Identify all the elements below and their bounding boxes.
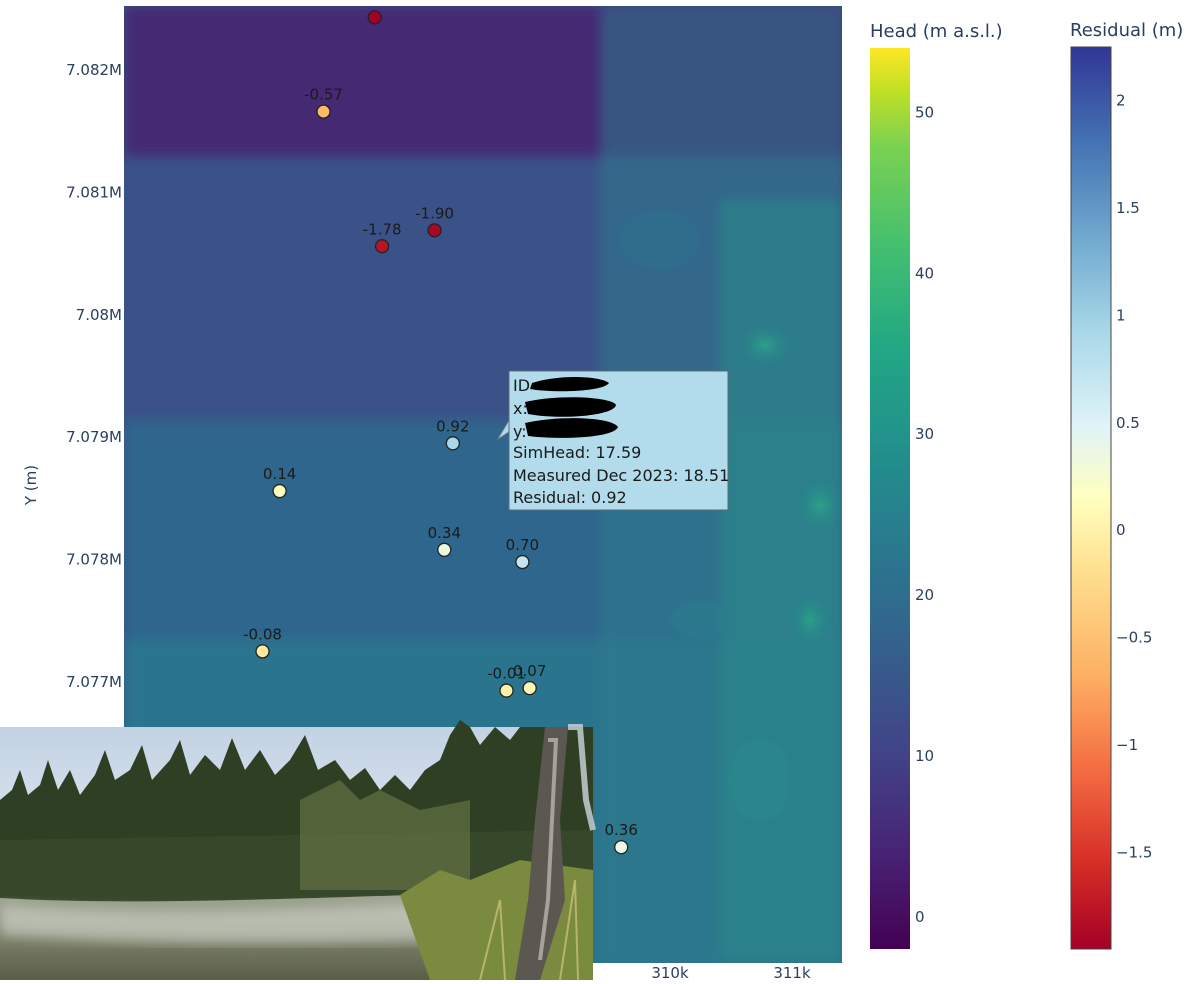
- head-colorbar-tick: 40: [915, 264, 934, 282]
- well-marker: [445, 436, 460, 451]
- heatmap-hill: [794, 475, 842, 535]
- well-residual-label: -0.01: [487, 665, 526, 683]
- head-colorbar-tick: 30: [915, 425, 934, 443]
- tooltip-residual: Residual: 0.92: [513, 488, 627, 507]
- head-colorbar-title: Head (m a.s.l.): [870, 21, 1003, 42]
- well-residual-label: 0.70: [506, 536, 539, 554]
- residual-colorbar-ticks: 2 1.5 1 0.5 0 −0.5 −1 −1.5: [1116, 92, 1152, 862]
- head-colorbar-tick: 20: [915, 586, 934, 604]
- y-axis-title: Y (m): [22, 465, 40, 506]
- well-residual-label: -0.08: [243, 625, 282, 643]
- well-marker: [614, 840, 629, 855]
- well-marker: [374, 239, 390, 254]
- heatmap-hill: [730, 740, 790, 820]
- head-colorbar-gradient: [870, 48, 910, 949]
- head-colorbar: Head (m a.s.l.) 0 10 20 30 40 50: [870, 21, 1003, 949]
- tooltip-id-label: ID: [513, 376, 530, 395]
- heatmap-east-high: [720, 200, 842, 960]
- well-marker: [255, 644, 270, 659]
- head-colorbar-tick: 10: [915, 747, 934, 765]
- forest-pond-photo: [0, 720, 596, 981]
- photo-reeds: [400, 860, 593, 980]
- y-tick-label: 7.082M: [66, 61, 122, 79]
- residual-colorbar-gradient: [1070, 46, 1112, 950]
- well-marker: [367, 10, 382, 25]
- y-tick-label: 7.079M: [66, 428, 122, 446]
- residual-colorbar-tick: 0: [1116, 521, 1126, 539]
- well-residual-label: 0.07: [513, 662, 546, 680]
- y-tick-label: 7.078M: [66, 551, 122, 569]
- well-residual-label: -0.57: [304, 86, 343, 104]
- residual-colorbar-tick: 0.5: [1116, 414, 1140, 432]
- well-residual-label: -1.90: [415, 204, 454, 222]
- well-marker: [522, 680, 537, 696]
- y-tick-label: 7.081M: [66, 183, 122, 201]
- well-residual-label: 0.92: [436, 417, 469, 435]
- redaction-mark: [525, 418, 618, 438]
- well-marker: [427, 223, 442, 238]
- heatmap-hill: [620, 210, 700, 270]
- photo-mist: [0, 900, 470, 944]
- residual-colorbar-tick: 1.5: [1116, 199, 1140, 217]
- residual-colorbar-title: Residual (m): [1070, 20, 1183, 41]
- residual-colorbar-tick: −1.5: [1116, 843, 1152, 861]
- head-colorbar-tick: 50: [915, 103, 934, 121]
- well-marker: [437, 542, 452, 557]
- hover-tooltip: ID x: y: SimHead: 17.59 Measured Dec 202…: [496, 370, 729, 511]
- residual-colorbar-tick: 1: [1116, 306, 1126, 324]
- heatmap-hill: [788, 592, 832, 648]
- tooltip-measured: Measured Dec 2023: 18.51: [513, 466, 729, 485]
- heatmap-hill: [670, 600, 730, 640]
- x-tick-label: 310k: [651, 964, 689, 980]
- wells-layer: -0.57 -1.78 -1.90 0.92 0.14 0.34 0.70 -0.08 -0.0…: [243, 10, 638, 855]
- tooltip-simhead: SimHead: 17.59: [513, 443, 641, 462]
- x-tick-label: 311k: [773, 964, 811, 980]
- well-residual-label: 0.34: [428, 524, 461, 542]
- tooltip-y-label: y:: [513, 422, 527, 441]
- redaction-mark: [530, 376, 609, 392]
- y-axis: 7.082M 7.081M 7.08M 7.079M 7.078M 7.077M: [66, 61, 122, 691]
- well-marker: [316, 104, 331, 119]
- well-residual-label: 0.14: [263, 465, 296, 483]
- well-marker: [515, 554, 530, 570]
- residual-colorbar-tick: 2: [1116, 92, 1126, 110]
- well-marker: [499, 683, 514, 698]
- y-tick-label: 7.08M: [76, 306, 122, 324]
- x-axis: 310k 311k: [651, 964, 811, 982]
- residual-colorbar-tick: −1: [1116, 736, 1138, 754]
- residual-colorbar: Residual (m) 2 1.5 1 0.5 0 −0.5 −1 −1.5: [1070, 20, 1183, 950]
- heatmap-hill: [737, 323, 793, 367]
- head-colorbar-tick: 0: [915, 908, 925, 926]
- well-marker: [272, 483, 287, 499]
- y-tick-label: 7.077M: [66, 673, 122, 691]
- well-residual-label: -1.78: [363, 220, 402, 238]
- redaction-mark: [525, 397, 616, 417]
- well-residual-label: 0.36: [604, 821, 637, 839]
- residual-colorbar-tick: −0.5: [1116, 629, 1152, 647]
- head-colorbar-ticks: 0 10 20 30 40 50: [915, 103, 934, 925]
- tooltip-x-label: x:: [513, 399, 528, 418]
- tooltip-box: [508, 370, 729, 511]
